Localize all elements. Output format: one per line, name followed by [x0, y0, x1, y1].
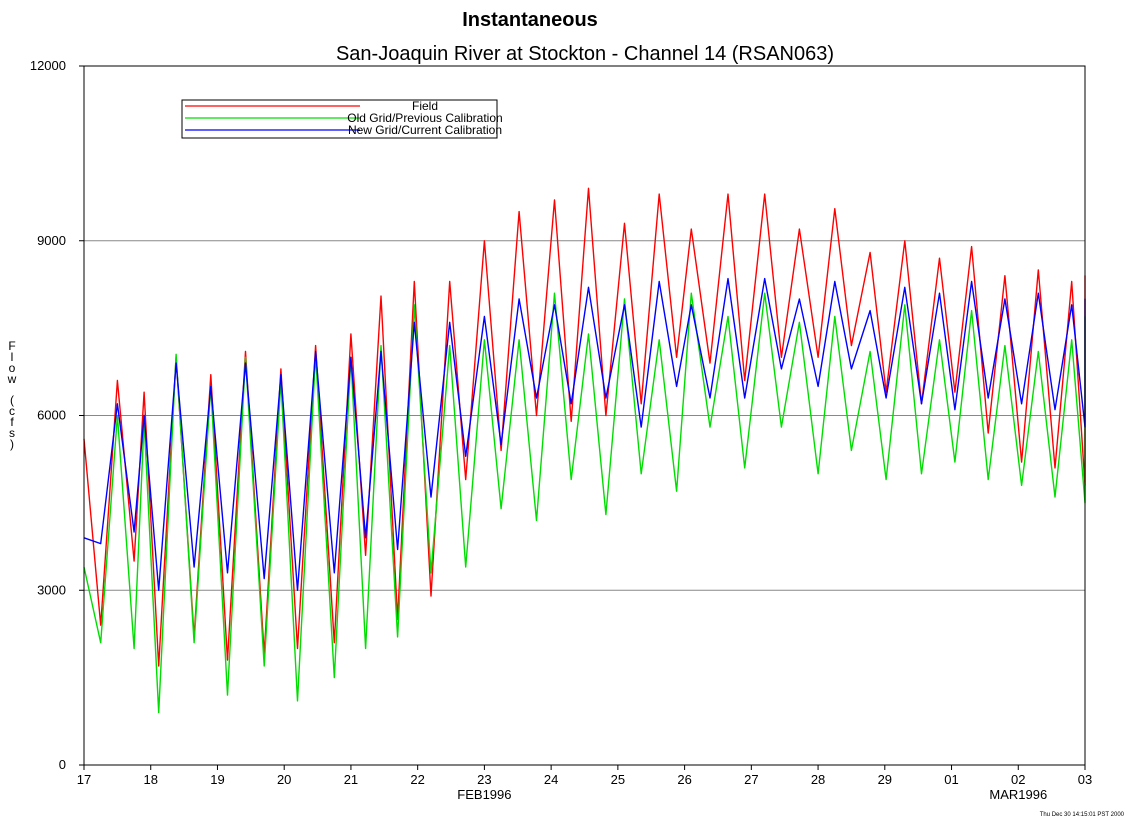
y-axis-label-char: )	[10, 437, 14, 451]
y-axis: 0 3000 6000 9000 12000	[30, 58, 84, 772]
y-axis-label-char: f	[10, 415, 14, 429]
legend-label: Old Grid/Previous Calibration	[347, 111, 502, 125]
y-tick-label: 12000	[30, 58, 66, 73]
y-tick-label: 9000	[37, 233, 66, 248]
x-tick-label: 22	[410, 772, 424, 787]
x-tick-label: 20	[277, 772, 291, 787]
x-tick-label: 21	[344, 772, 358, 787]
x-tick-label: 24	[544, 772, 558, 787]
y-tick-label: 0	[59, 757, 66, 772]
x-tick-label: 27	[744, 772, 758, 787]
x-tick-label: 25	[611, 772, 625, 787]
series-layer	[83, 187, 1086, 714]
y-axis-label-char: w	[7, 372, 17, 386]
legend-label: New Grid/Current Calibration	[348, 123, 502, 137]
series-line-3	[83, 277, 1086, 591]
y-axis-label-char: (	[10, 393, 14, 407]
x-tick-label: 17	[77, 772, 91, 787]
x-period-label: MAR1996	[989, 787, 1047, 802]
chart-subtitle: San-Joaquin River at Stockton - Channel …	[336, 43, 834, 65]
y-axis-label-char: c	[9, 404, 15, 418]
x-period-label: FEB1996	[457, 787, 511, 802]
chart-title: Instantaneous	[462, 9, 598, 31]
y-tick-label: 6000	[37, 408, 66, 423]
y-axis-label-char: F	[8, 339, 15, 353]
y-axis-label-char: l	[11, 350, 14, 364]
x-axis: 17 18 19 20 21 22 23 24 25 26 27 28 29 01 02 03 FEB1996 M…	[77, 765, 1092, 802]
x-tick-label: 26	[677, 772, 691, 787]
x-tick-label: 02	[1011, 772, 1025, 787]
y-axis-label-char: s	[9, 426, 15, 440]
y-tick-label: 3000	[37, 582, 66, 597]
x-tick-label: 18	[143, 772, 157, 787]
legend-label: Field	[412, 99, 438, 113]
x-tick-label: 28	[811, 772, 825, 787]
x-tick-label: 19	[210, 772, 224, 787]
x-tick-label: 03	[1078, 772, 1092, 787]
timestamp: Thu Dec 30 14:15:01 PST 2000	[1040, 812, 1125, 818]
x-tick-label: 29	[878, 772, 892, 787]
series-line-1	[83, 187, 1086, 667]
series-line-2	[83, 292, 1086, 714]
x-tick-label: 23	[477, 772, 491, 787]
x-tick-label: 01	[944, 772, 958, 787]
y-axis-label-char: o	[9, 361, 16, 375]
